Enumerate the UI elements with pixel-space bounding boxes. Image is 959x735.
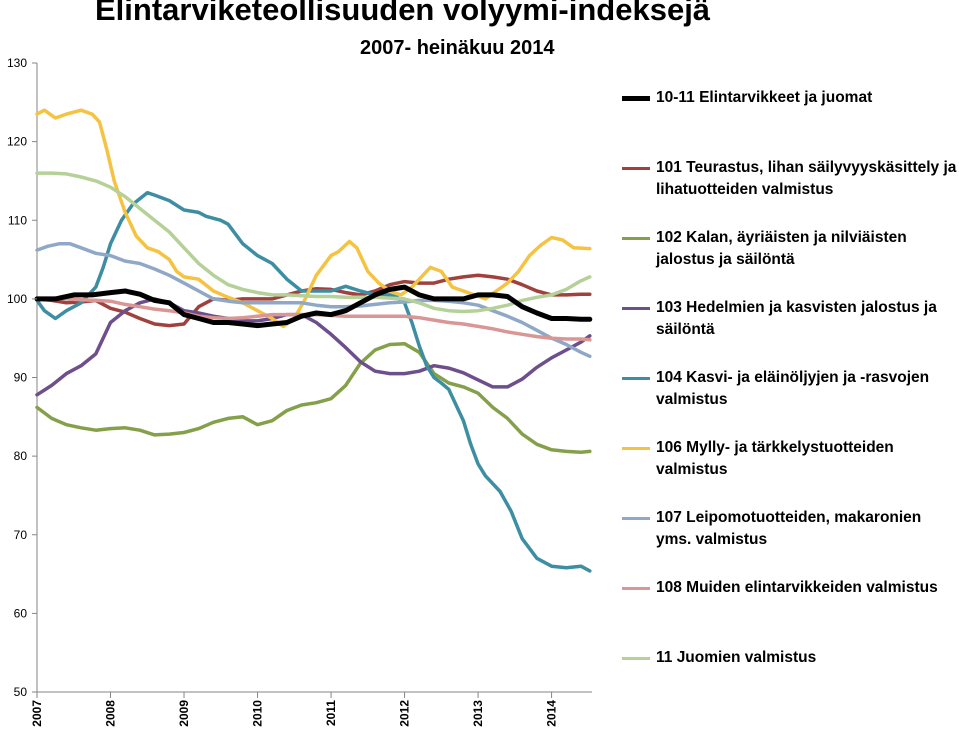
y-axis-ticks: 50 60 70 80 90 100 110 120 130 xyxy=(7,56,37,699)
x-tick-label: 2010 xyxy=(251,700,265,727)
legend-label: 108 Muiden elintarvikkeiden valmistus xyxy=(656,579,938,596)
legend-swatch xyxy=(622,377,650,380)
series-line-0 xyxy=(34,284,593,329)
legend-swatch xyxy=(622,96,650,101)
y-tick-label: 120 xyxy=(7,135,27,149)
y-tick-label: 80 xyxy=(14,449,28,463)
series-line-1 xyxy=(35,273,592,328)
chart-subtitle: 2007- heinäkuu 2014 xyxy=(360,37,555,59)
x-tick-label: 2008 xyxy=(104,700,118,727)
y-tick-label: 100 xyxy=(7,292,27,306)
legend-label: 102 Kalan, äyriäisten ja nilviäisten jal… xyxy=(656,229,907,268)
legend-label: 104 Kasvi- ja eläinöljyjen ja -rasvojen … xyxy=(656,369,930,408)
plot-area xyxy=(36,63,592,693)
x-tick-label: 2013 xyxy=(471,700,485,727)
legend-label: 107 Leipomotuotteiden, makaronien yms. v… xyxy=(656,509,922,548)
y-tick-label: 110 xyxy=(8,213,27,227)
legend-swatch xyxy=(622,237,650,240)
legend-label: 103 Hedelmien ja kasvisten jalostus ja s… xyxy=(656,299,937,338)
series-line-2 xyxy=(35,341,592,454)
legend-swatch xyxy=(622,167,650,170)
y-tick-label: 70 xyxy=(14,528,28,542)
y-tick-label: 60 xyxy=(14,606,28,620)
chart-legend: 10-11 Elintarvikkeet ja juomat 101 Teuras… xyxy=(620,0,959,735)
legend-label: 11 Juomien valmistus xyxy=(656,649,817,666)
x-tick-label: 2012 xyxy=(398,700,412,727)
legend-swatch xyxy=(622,517,650,520)
series-line-6 xyxy=(35,242,592,359)
series-line-4 xyxy=(35,190,592,573)
x-tick-label: 2009 xyxy=(177,700,191,727)
legend-swatch xyxy=(622,587,650,590)
series-line-3 xyxy=(35,297,592,397)
legend-label: 106 Mylly- ja tärkkelystuotteiden valmis… xyxy=(656,439,894,478)
x-tick-label: 2014 xyxy=(545,700,559,727)
y-tick-label: 50 xyxy=(14,685,28,699)
y-tick-label: 90 xyxy=(14,371,28,385)
chart-title: Elintarviketeollisuuden volyymi-indeksej… xyxy=(95,0,711,27)
x-tick-label: 2007 xyxy=(30,700,44,727)
series-layer xyxy=(34,108,593,573)
legend-swatch xyxy=(622,447,650,450)
legend-label: 101 Teurastus, lihan säilyvyyskäsittely … xyxy=(656,159,957,198)
legend-label: 10-11 Elintarvikkeet ja juomat xyxy=(656,89,873,106)
y-tick-label: 130 xyxy=(7,56,27,70)
x-axis-ticks: 2007 2008 2009 2010 2011 2012 2013 2014 xyxy=(30,692,559,727)
x-tick-label: 2011 xyxy=(324,700,338,726)
legend-swatch xyxy=(622,657,650,660)
legend-swatch xyxy=(622,307,650,310)
series-line-8 xyxy=(35,171,592,314)
